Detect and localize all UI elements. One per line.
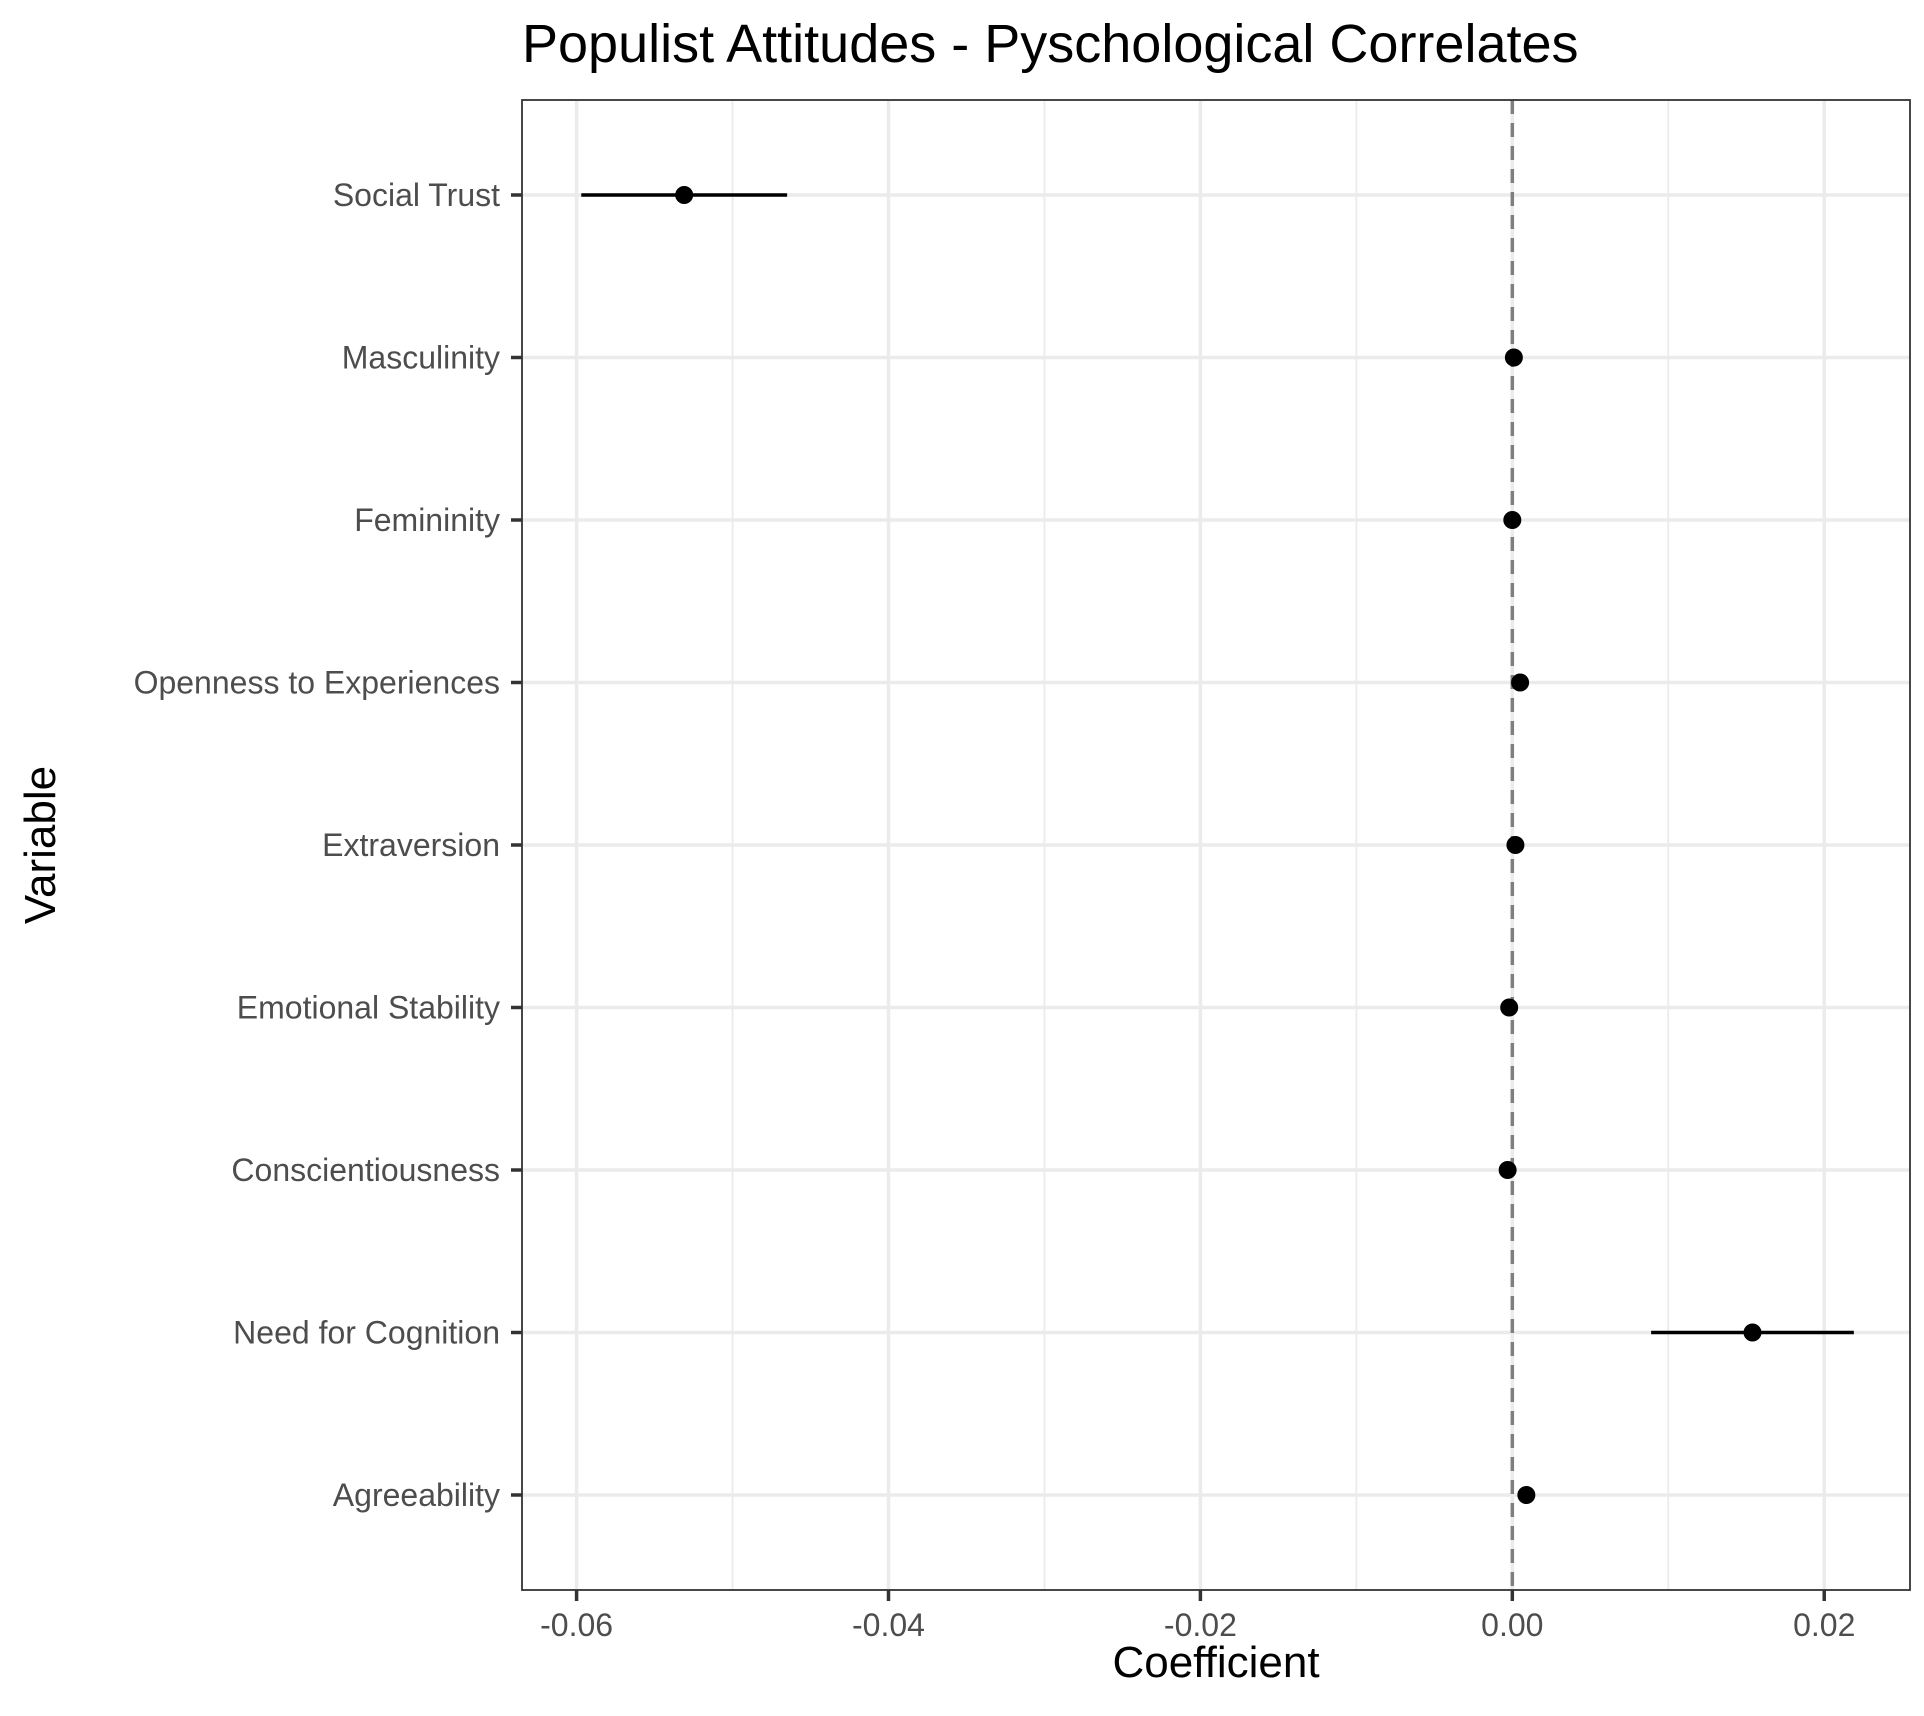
x-tick-label: 0.02 bbox=[1793, 1607, 1855, 1643]
data-marks bbox=[581, 186, 1854, 1504]
y-tick-label: Extraversion bbox=[322, 827, 500, 863]
y-tick-label: Femininity bbox=[354, 502, 500, 538]
y-tick-label: Agreeability bbox=[333, 1477, 500, 1513]
x-tick-label: -0.04 bbox=[852, 1607, 925, 1643]
x-axis-title: Coefficient bbox=[1112, 1638, 1319, 1687]
y-tick-label: Emotional Stability bbox=[237, 990, 500, 1026]
chart-title: Populist Attitudes - Pyschological Corre… bbox=[522, 14, 1579, 74]
grid bbox=[522, 100, 1910, 1590]
coefficient-point bbox=[1517, 1486, 1536, 1504]
y-tick-label: Social Trust bbox=[333, 177, 500, 213]
y-tick-label: Openness to Experiences bbox=[134, 665, 500, 701]
coefficient-point bbox=[1500, 998, 1519, 1017]
axes: -0.06 -0.04 -0.02 0.00 0.02 Social Trust Mascu… bbox=[134, 177, 1856, 1643]
coefficient-point bbox=[1506, 836, 1525, 854]
coefficient-point bbox=[1743, 1323, 1762, 1342]
coefficient-point bbox=[1498, 1161, 1517, 1179]
x-tick-label: -0.02 bbox=[1164, 1607, 1237, 1643]
y-axis-title: Variable bbox=[16, 766, 65, 924]
y-tick-label: Masculinity bbox=[342, 340, 500, 376]
x-tick-label: -0.06 bbox=[540, 1607, 613, 1643]
coefficient-point bbox=[1503, 511, 1522, 529]
coefficient-point bbox=[1504, 348, 1523, 367]
coefficient-point bbox=[675, 186, 694, 204]
coefficient-point bbox=[1511, 673, 1530, 692]
x-tick-label: 0.00 bbox=[1481, 1607, 1543, 1643]
y-tick-label: Conscientiousness bbox=[231, 1152, 500, 1188]
y-tick-label: Need for Cognition bbox=[233, 1315, 500, 1351]
